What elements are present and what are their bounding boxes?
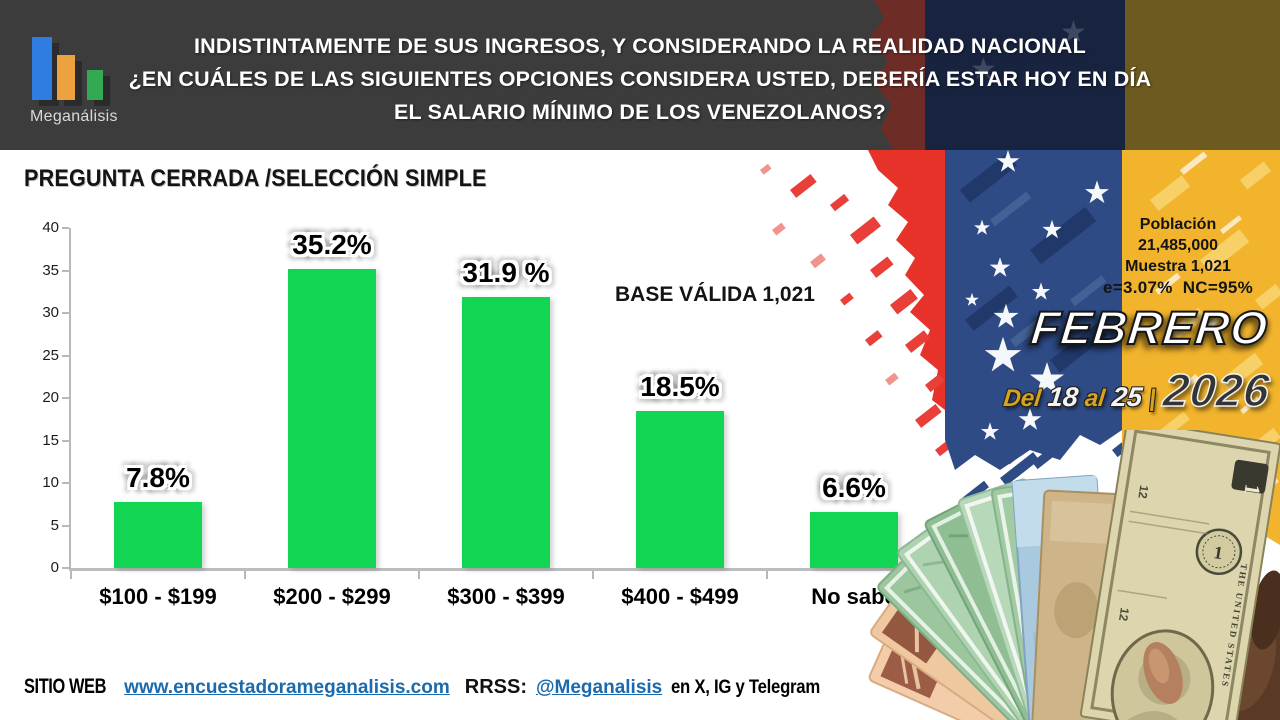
banknote	[868, 614, 1085, 720]
bar	[810, 511, 898, 568]
date-range: Del 18 al 25 | 2026	[977, 363, 1273, 417]
header-flag-blue: ★ ★	[925, 0, 1125, 150]
y-axis-tick	[62, 269, 69, 272]
banknote	[957, 478, 1104, 720]
dollar-bill: 1 1 12 12 THE UNITED STATES	[1079, 430, 1280, 720]
x-axis-tick	[244, 571, 246, 579]
y-axis-tick	[62, 439, 69, 442]
logo-bar-blue	[32, 37, 52, 100]
y-axis-tick-label: 30	[42, 304, 59, 321]
svg-text:12: 12	[1135, 484, 1151, 500]
sample-stats: Población 21,485,000 Muestra 1,021 e=3.0…	[1078, 214, 1278, 298]
x-axis-category-label: $300 - $399	[447, 584, 565, 609]
site-web-label: SITIO WEB	[24, 675, 107, 698]
x-axis-tick	[418, 571, 420, 579]
hand-palm	[976, 686, 1164, 720]
hand-thumb	[1143, 642, 1183, 704]
date-del: Del	[1002, 385, 1043, 412]
svg-text:12: 12	[1116, 607, 1132, 623]
date-separator: |	[1147, 385, 1158, 412]
title-line-2: ¿EN CUÁLES DE LAS SIGUIENTES OPCIONES CO…	[128, 67, 1152, 91]
bar-value-label: 31.9 %	[462, 256, 550, 288]
meganalisis-logo: Meganálisis	[30, 33, 140, 128]
title-line-1: INDISTINTAMENTE DE SUS INGRESOS, Y CONSI…	[194, 34, 1086, 58]
x-axis-category-label: $100 - $199	[99, 584, 217, 609]
svg-text:1: 1	[1212, 542, 1224, 563]
x-axis-category-label: $400 - $499	[621, 584, 739, 609]
y-axis-tick-label: 0	[50, 559, 59, 576]
svg-text:THE UNITED STATES: THE UNITED STATES	[1220, 563, 1250, 689]
x-axis-tick	[70, 571, 72, 579]
error-confidence: e=3.07% NC=95%	[1102, 278, 1254, 297]
y-axis-tick-label: 35	[42, 261, 59, 279]
logo-label: Meganálisis	[30, 108, 118, 125]
base-valida-note: BASE VÁLIDA 1,021	[615, 283, 815, 306]
year-label: 2026	[1160, 363, 1273, 417]
title-line-3: EL SALARIO MÍNIMO DE LOS VENEZOLANOS?	[394, 100, 886, 124]
bar-chart: 0 5 10 15 20 25 30 35 40 7.8% $100 - $199 35.2% $200…	[42, 219, 942, 609]
x-axis-category-label: $200 - $299	[273, 584, 391, 609]
logo-bar-orange	[57, 55, 75, 100]
svg-text:1000: 1000	[1052, 519, 1103, 547]
header-flag-yellow	[1125, 0, 1280, 150]
footer: SITIO WEB www.encuestadorameganalisis.co…	[24, 675, 840, 699]
bar	[288, 268, 376, 568]
date-start-day: 18	[1046, 382, 1080, 412]
header-bar: ★ ★ Meganálisis INDISTINTAMENTE DE SUS I…	[0, 0, 1280, 150]
y-axis-tick-label: 25	[42, 346, 59, 364]
y-axis-tick-label: 40	[42, 219, 59, 236]
rrss-label: RRSS:	[464, 676, 527, 698]
x-axis-category-label: No sabe	[811, 584, 897, 609]
sample-size: Muestra 1,021	[1125, 258, 1231, 275]
population-label: Población	[1139, 216, 1217, 233]
banknote	[990, 477, 1106, 720]
bar-value-label: 7.8%	[126, 461, 190, 493]
bar-value-label: 6.6%	[822, 471, 886, 503]
banknote-1000-bolivares: 1000 BOLÍVARES	[1011, 474, 1115, 720]
y-axis-tick	[62, 524, 69, 527]
banknote	[1031, 489, 1122, 720]
x-axis-tick	[940, 571, 942, 579]
social-networks-label: en X, IG y Telegram	[671, 677, 821, 698]
date-al: al	[1083, 385, 1107, 412]
bar-value-label: 18.5%	[640, 370, 720, 402]
social-handle-link[interactable]: @Meganalisis	[536, 677, 663, 698]
x-axis-tick	[766, 571, 768, 579]
bar	[636, 410, 724, 568]
star-icon: ★	[1060, 16, 1087, 49]
x-axis-tick	[592, 571, 594, 579]
bar	[114, 501, 202, 568]
y-axis-tick-label: 15	[42, 431, 59, 449]
y-axis-tick	[62, 354, 69, 357]
svg-text:1: 1	[1239, 482, 1265, 497]
logo-bar-green	[87, 70, 103, 100]
y-axis-tick-label: 20	[42, 389, 59, 406]
date-end-day: 25	[1110, 382, 1144, 412]
bar-value-label: 35.2%	[292, 228, 372, 260]
y-axis-tick	[62, 397, 69, 399]
star-icon: ★	[970, 53, 997, 86]
y-axis-tick	[62, 227, 69, 229]
svg-text:BOLÍVARES: BOLÍVARES	[1055, 567, 1107, 581]
y-axis-tick	[62, 312, 69, 314]
y-axis-tick-label: 10	[42, 474, 59, 491]
bar	[462, 296, 550, 568]
survey-question-title: INDISTINTAMENTE DE SUS INGRESOS, Y CONSI…	[120, 30, 1160, 129]
hand-fingers	[1212, 570, 1280, 720]
question-type-heading: PREGUNTA CERRADA /SELECCIÓN SIMPLE	[24, 165, 487, 192]
population-value: 21,485,000	[1137, 237, 1219, 254]
y-axis-tick	[62, 482, 69, 484]
y-axis-tick-label: 5	[50, 516, 59, 534]
y-axis-tick	[62, 567, 69, 569]
website-link[interactable]: www.encuestadorameganalisis.com	[124, 677, 450, 698]
month-label: FEBRERO	[1027, 300, 1271, 355]
